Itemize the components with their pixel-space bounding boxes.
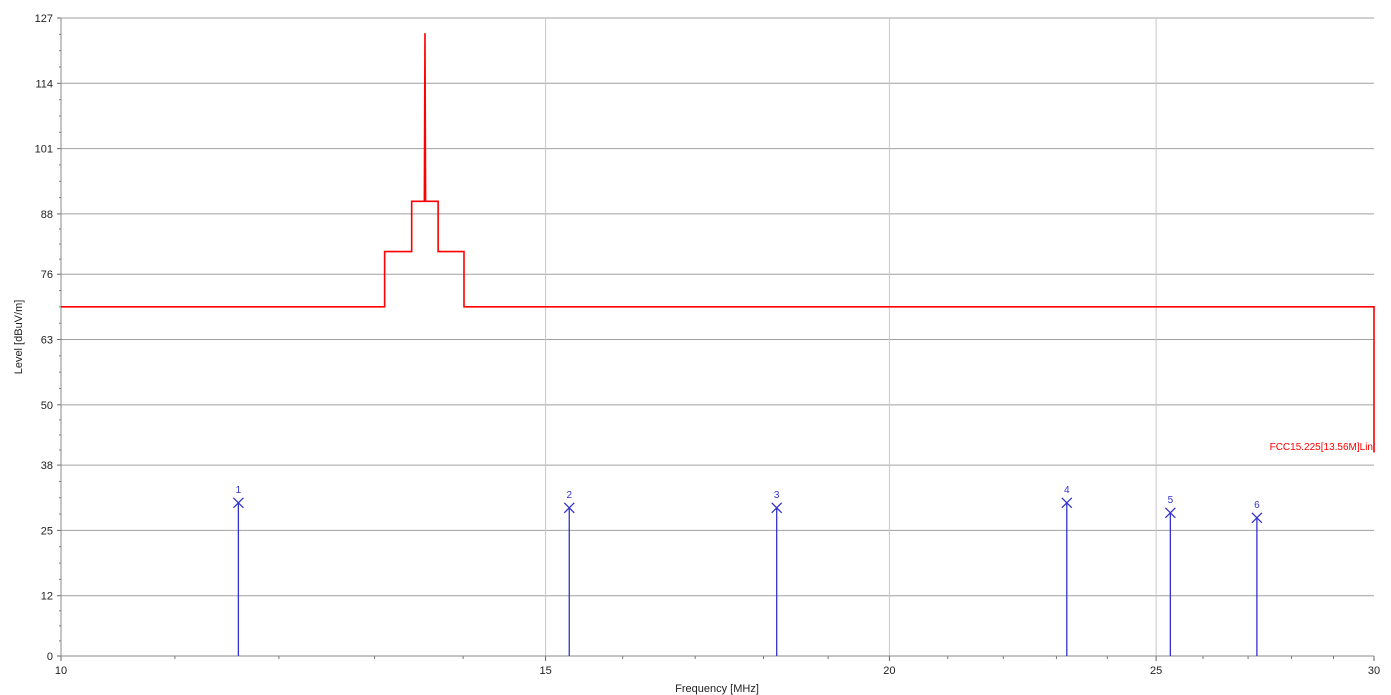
x-tick-label: 30 xyxy=(1368,665,1380,677)
y-tick-label: 12 xyxy=(41,591,53,603)
x-tick-labels: 10 15 20 25 30 xyxy=(55,665,1380,677)
y-tick-label: 25 xyxy=(41,525,53,537)
y-tick-label: 76 xyxy=(41,269,53,281)
limit-line-series xyxy=(61,33,1375,453)
marker-cross xyxy=(1251,512,1263,524)
grid-lines xyxy=(61,17,1374,656)
peak-markers: 1 2 3 4 5 6 xyxy=(232,485,1263,656)
axes xyxy=(60,18,1374,657)
limit-line-label: FCC15.225[13.56M]Lin xyxy=(1270,442,1373,453)
y-axis-title: Level [dBuV/m] xyxy=(13,300,25,375)
marker-label: 5 xyxy=(1168,495,1174,506)
y-tick-label: 127 xyxy=(35,13,53,25)
marker-label: 1 xyxy=(236,485,242,496)
marker-label: 4 xyxy=(1064,485,1070,496)
y-tick-label: 38 xyxy=(41,460,53,472)
marker-cross xyxy=(1164,507,1176,519)
y-tick-label: 101 xyxy=(35,144,53,156)
marker-cross xyxy=(771,502,783,514)
marker-cross xyxy=(1061,497,1073,509)
marker-label: 6 xyxy=(1254,500,1260,511)
x-tick-label: 15 xyxy=(539,665,551,677)
y-tick-label: 88 xyxy=(41,209,53,221)
x-tick-label: 25 xyxy=(1150,665,1162,677)
x-axis-title: Frequency [MHz] xyxy=(675,683,759,695)
marker-label: 3 xyxy=(774,490,780,501)
marker-label: 2 xyxy=(566,490,572,501)
y-tick-label: 50 xyxy=(41,400,53,412)
y-tick-labels: 0 12 25 38 50 63 76 88 101 114 127 xyxy=(35,13,53,663)
y-tick-label: 0 xyxy=(47,651,53,663)
x-tick-label: 10 xyxy=(55,665,67,677)
y-tick-label: 63 xyxy=(41,335,53,347)
marker-cross xyxy=(563,502,575,514)
x-tick-label: 20 xyxy=(883,665,895,677)
marker-cross xyxy=(232,497,244,509)
y-tick-label: 114 xyxy=(35,78,53,90)
